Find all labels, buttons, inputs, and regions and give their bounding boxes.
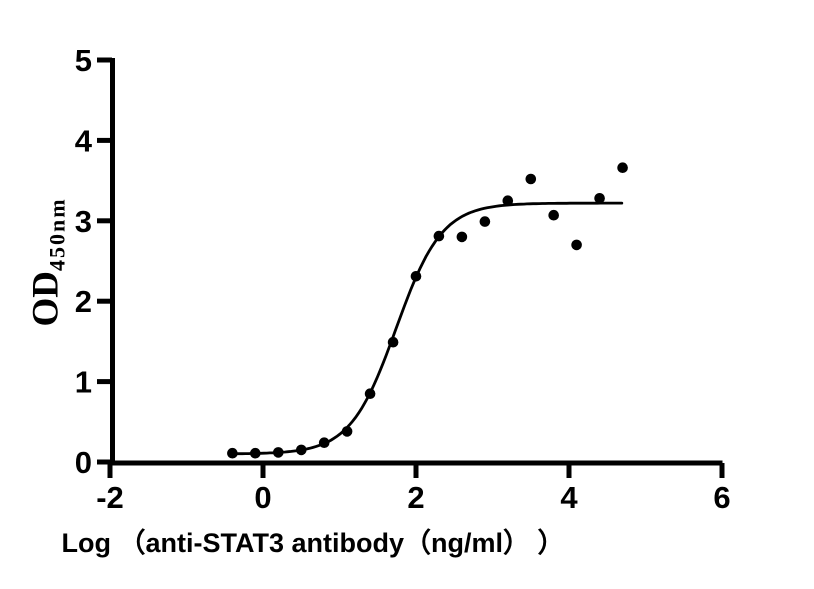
data-point [227,447,238,459]
data-point [548,209,559,221]
data-point [571,239,582,251]
y-axis-label: OD450nm [25,197,70,327]
data-point [479,216,491,227]
data-point [594,193,605,204]
y-tick-label: 3 [75,204,92,239]
y-axis-label-subscript: 450nm [44,197,70,272]
data-point [617,162,628,173]
y-axis-label-base: OD [25,271,67,327]
data-point [456,231,468,243]
data-point [525,173,537,185]
data-point [341,426,353,437]
x-tick-label: 4 [560,480,578,515]
fit-curve [228,201,624,456]
y-tick-label: 1 [75,365,92,400]
x-tick-label: -2 [96,480,124,515]
x-axis-label: Log （anti-STAT3 antibody（ng/ml） ） [61,528,565,558]
data-point [502,195,514,206]
data-point [250,447,261,459]
data-point [410,271,422,282]
x-tick-label: 0 [254,480,271,515]
x-tick-label: 2 [407,480,424,515]
data-point [364,388,376,400]
data-point [387,336,399,348]
y-tick-label: 0 [75,445,92,480]
data-point [296,444,307,456]
y-tick-label: 2 [75,284,92,319]
x-tick-label: 6 [713,480,730,515]
data-point [433,230,445,242]
y-tick-label: 4 [75,123,93,158]
data-point [318,437,330,449]
data-point [273,447,284,458]
y-tick-label: 5 [75,43,92,78]
